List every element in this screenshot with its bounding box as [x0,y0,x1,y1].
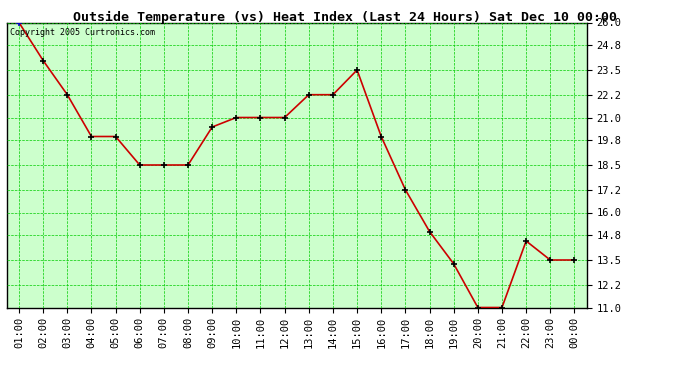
Text: Copyright 2005 Curtronics.com: Copyright 2005 Curtronics.com [10,28,155,37]
Text: Outside Temperature (vs) Heat Index (Last 24 Hours) Sat Dec 10 00:00: Outside Temperature (vs) Heat Index (Las… [73,11,617,24]
